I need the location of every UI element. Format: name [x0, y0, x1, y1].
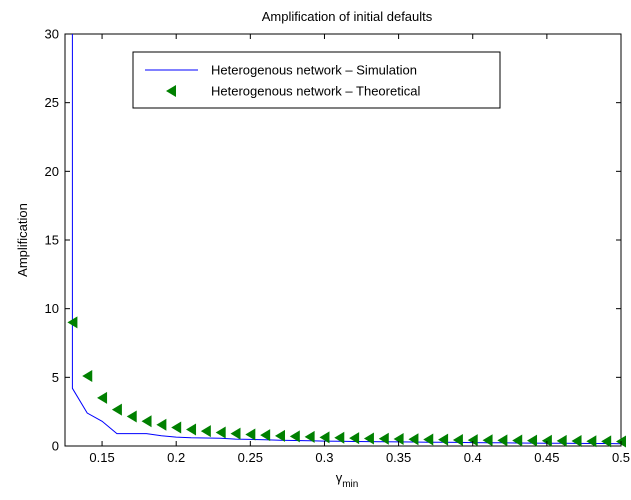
series-theoretical-marker	[467, 434, 478, 447]
series-theoretical-marker	[126, 410, 137, 423]
series-theoretical-marker	[363, 432, 374, 445]
series-theoretical-marker	[438, 433, 449, 446]
x-tick-label: 0.3	[315, 450, 333, 465]
series-theoretical-marker	[556, 434, 567, 447]
series-theoretical-marker	[215, 426, 226, 439]
x-tick-label: 0.25	[238, 450, 263, 465]
series-theoretical-marker	[82, 369, 93, 382]
series-theoretical-marker	[304, 430, 315, 443]
x-tick-label: 0.15	[89, 450, 114, 465]
series-theoretical-marker	[141, 415, 152, 428]
series-theoretical-marker	[289, 430, 300, 443]
x-tick-label: 0.5	[612, 450, 630, 465]
series-theoretical-marker	[497, 434, 508, 447]
series-theoretical-marker	[541, 434, 552, 447]
series-theoretical-marker	[156, 418, 167, 431]
legend: Heterogenous network – Simulation Hetero…	[132, 51, 501, 109]
series-theoretical-marker	[111, 403, 122, 416]
series-theoretical-marker	[349, 432, 360, 445]
y-tick-label: 25	[45, 95, 59, 110]
series-theoretical-marker	[527, 434, 538, 447]
x-tick-label: 0.45	[534, 450, 559, 465]
series-layer	[67, 34, 626, 448]
series-theoretical-marker	[245, 428, 256, 441]
series-theoretical-marker	[274, 429, 285, 442]
y-tick-label: 10	[45, 301, 59, 316]
series-theoretical-marker	[408, 433, 419, 446]
series-theoretical-marker	[423, 433, 434, 446]
y-tick-label: 5	[52, 370, 59, 385]
series-theoretical-marker	[67, 316, 78, 329]
series-theoretical-marker	[482, 434, 493, 447]
series-theoretical-marker	[319, 431, 330, 444]
series-simulation-line	[71, 34, 622, 445]
series-theoretical-marker	[186, 423, 197, 436]
chart-title: Amplification of initial defaults	[262, 9, 433, 24]
series-theoretical-marker	[512, 434, 523, 447]
series-theoretical-marker	[171, 421, 182, 434]
series-theoretical-marker	[452, 433, 463, 446]
y-tick-label: 30	[45, 27, 59, 42]
legend-simulation-label: Heterogenous network – Simulation	[211, 63, 417, 78]
x-axis-label-subscript: min	[342, 479, 358, 490]
legend-theoretical-label: Heterogenous network – Theoretical	[211, 84, 420, 99]
series-theoretical-marker	[601, 435, 612, 448]
x-axis-label: γmin	[336, 470, 359, 490]
series-theoretical-marker	[230, 427, 241, 440]
series-theoretical-marker	[571, 435, 582, 448]
ticks-layer: 0.15 0.2 0.25 0.3 0.35 0.4 0.45 0.5 0 5 10 15 20 25 30	[45, 27, 631, 466]
legend-box	[132, 51, 501, 109]
x-tick-label: 0.2	[167, 450, 185, 465]
series-theoretical-marker	[393, 432, 404, 445]
series-theoretical-marker	[260, 429, 271, 442]
y-axis-label: Amplification	[15, 203, 30, 277]
y-tick-label: 15	[45, 233, 59, 248]
x-tick-label: 0.4	[464, 450, 482, 465]
legend-theoretical-marker	[166, 85, 176, 97]
series-theoretical-marker	[200, 425, 211, 438]
x-axis-label-main: γ	[336, 470, 343, 485]
series-theoretical-marker	[334, 431, 345, 444]
series-theoretical-marker	[97, 391, 108, 404]
y-tick-label: 0	[52, 439, 59, 454]
series-theoretical-marker	[378, 432, 389, 445]
series-theoretical-marker	[586, 435, 597, 448]
x-tick-label: 0.35	[386, 450, 411, 465]
y-tick-label: 20	[45, 164, 59, 179]
